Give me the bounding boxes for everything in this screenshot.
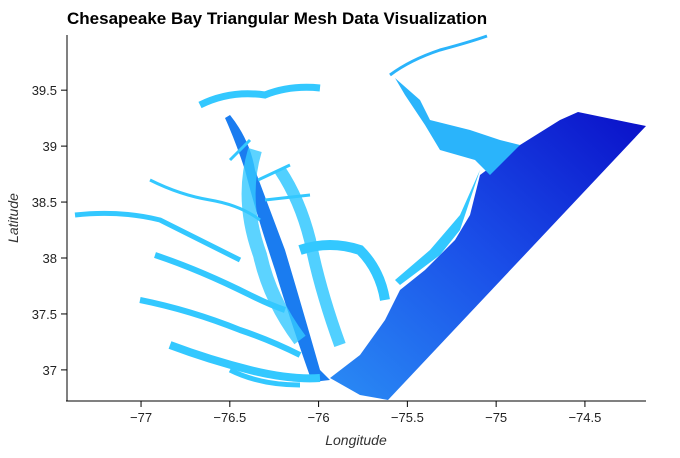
x-tick-label: −75.5 bbox=[391, 410, 424, 425]
axes bbox=[66, 35, 646, 402]
x-tick-label: −75 bbox=[485, 410, 507, 425]
x-axis-label: Longitude bbox=[325, 432, 387, 448]
x-tick-label: −76.5 bbox=[213, 410, 246, 425]
y-axis-label: Latitude bbox=[5, 193, 21, 243]
y-tick-label: 39.5 bbox=[32, 83, 57, 98]
y-tick-label: 37 bbox=[43, 363, 57, 378]
x-tick-label: −74.5 bbox=[568, 410, 601, 425]
x-tick-label: −76 bbox=[308, 410, 330, 425]
chart-title: Chesapeake Bay Triangular Mesh Data Visu… bbox=[67, 9, 487, 28]
y-tick-label: 38.5 bbox=[32, 195, 57, 210]
y-tick-label: 38 bbox=[43, 251, 57, 266]
x-tick-label: −77 bbox=[130, 410, 152, 425]
y-tick-label: 39 bbox=[43, 139, 57, 154]
mesh bbox=[74, 34, 646, 400]
y-tick-label: 37.5 bbox=[32, 307, 57, 322]
